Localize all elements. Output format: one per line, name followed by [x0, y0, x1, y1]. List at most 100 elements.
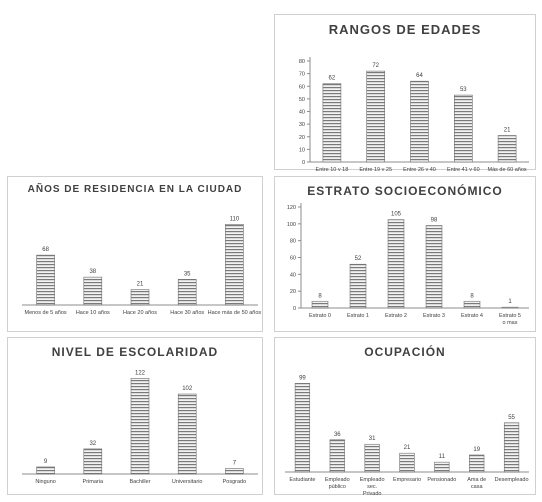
data-label-menos-de-5-anos: 68 [42, 247, 49, 253]
bar-ninguno [36, 466, 55, 475]
data-label-hace-10-anos: 38 [89, 269, 96, 275]
y-tick-label: 70 [299, 72, 305, 78]
category-label-posgrado: Posgrado [223, 479, 247, 485]
bar-entre-26-y-40-anos [410, 80, 429, 163]
data-label-ama-de-casa: 19 [473, 447, 480, 453]
category-label-ama-de-casa: Ama de casa [467, 477, 486, 490]
category-label-estrato-3: Estrato 3 [423, 313, 445, 319]
category-label-mas-de-60-anos: Más de 60 años [488, 167, 527, 171]
chart-title-anos-residencia: AÑOS DE RESIDENCIA EN LA CIUDAD [27, 184, 243, 195]
bar-estrato-2 [387, 219, 405, 309]
category-label-ninguno: Ninguno [35, 479, 56, 485]
category-label-empleado-sec-privado: Empleado sec. Privado [360, 477, 385, 496]
category-label-hace-mas-de-50-anos: Hace más de 50 años [208, 310, 262, 316]
bar-entre-19-y-25-anos [366, 70, 385, 163]
bar-empleado-publico [329, 439, 345, 473]
chart-ocupacion: 99 Estudiante 36 Empleado público 31 Empleado s… [285, 375, 529, 496]
category-label-estrato-0: Estrato 0 [309, 313, 331, 319]
data-label-entre-26-y-40-anos: 64 [416, 73, 423, 79]
data-label-empleado-sec-privado: 31 [369, 436, 376, 442]
bar-hace-mas-de-50-anos [225, 224, 244, 306]
bar-primaria [83, 448, 103, 475]
data-label-estrato-3: 98 [431, 218, 438, 224]
data-label-estrato-4: 8 [470, 293, 474, 299]
category-label-estrato-1: Estrato 1 [347, 313, 369, 319]
y-tick-label: 60 [299, 84, 305, 90]
category-label-pensionado: Pensionado [427, 477, 456, 483]
data-label-posgrado: 7 [233, 461, 237, 467]
bar-estrato-0 [311, 300, 329, 309]
y-tick-label: 0 [293, 306, 296, 312]
y-tick-label: 120 [287, 205, 296, 211]
data-label-pensionado: 11 [439, 454, 446, 460]
data-label-universitario: 102 [182, 386, 193, 392]
category-label-entre-26-y-40-anos: Entre 26 y 40años [403, 167, 436, 171]
data-label-hace-mas-de-50-anos: 110 [230, 216, 240, 222]
bar-estrato-4 [463, 300, 481, 309]
data-label-entre-19-y-25-anos: 72 [372, 63, 379, 69]
data-label-estrato-1: 52 [355, 256, 362, 262]
data-label-ninguno: 9 [44, 459, 48, 465]
y-tick-label: 20 [290, 289, 296, 295]
category-label-universitario: Universitario [172, 479, 203, 485]
category-label-empresario: Empresario [393, 477, 421, 483]
category-label-entre-19-y-25-anos: Entre 19 y 25años [359, 167, 392, 171]
data-label-estrato-0: 8 [318, 293, 322, 299]
chart-title-estrato: ESTRATO SOCIOECONÓMICO [307, 184, 503, 198]
data-label-estudiante: 99 [299, 375, 306, 381]
bar-mas-de-60-anos [497, 135, 517, 163]
bar-estudiante [294, 383, 311, 473]
bar-ama-de-casa [469, 454, 485, 473]
bar-entre-10-y-18-anos [322, 83, 342, 163]
data-label-primaria: 32 [89, 441, 96, 447]
data-label-estrato-2: 105 [391, 212, 402, 218]
category-label-hace-10-anos: Hace 10 años [76, 310, 110, 316]
category-label-hace-30-anos: Hace 30 años [170, 310, 204, 316]
bar-empresario [399, 452, 415, 473]
bar-estrato-1 [349, 263, 367, 309]
y-tick-label: 50 [299, 97, 305, 103]
y-tick-label: 100 [287, 222, 296, 228]
bar-entre-41-y-60-anos [454, 94, 473, 163]
chart-escolaridad: 9 Ninguno 32 Primaria 122 Bachiller 102 Univers… [22, 370, 258, 485]
data-label-desempleado: 55 [508, 415, 515, 421]
y-tick-label: 20 [299, 135, 305, 141]
data-label-mas-de-60-anos: 21 [504, 127, 511, 133]
y-tick-label: 10 [299, 147, 305, 153]
chart-title-escolaridad: NIVEL DE ESCOLARIDAD [51, 345, 219, 359]
chart-title-rangos-edades: RANGOS DE EDADES [328, 22, 482, 37]
chart-panel-escolaridad: NIVEL DE ESCOLARIDAD 9 Ninguno 32 Primaria 1… [7, 337, 263, 495]
chart-rangos-edades: 0 10 20 30 40 50 60 70 80 62 Entre 10 y 18años 72 En… [299, 57, 529, 171]
chart-anos-residencia: 68 Menos de 5 años 38 Hace 10 años 21 Hace 20… [22, 216, 262, 316]
category-label-bachiller: Bachiller [129, 479, 150, 485]
bar-desempleado [503, 422, 520, 473]
bar-pensionado [434, 461, 450, 473]
category-label-estudiante: Estudiante [289, 477, 315, 483]
bar-menos-de-5-anos [36, 254, 55, 306]
bar-estrato-3 [425, 225, 443, 309]
chart-panel-ocupacion: OCUPACIÓN 99 Estudiante 36 Empleado público 3… [274, 337, 536, 496]
category-label-empleado-publico: Empleado público [325, 477, 350, 490]
y-tick-label: 40 [299, 110, 305, 116]
bar-empleado-sec-privado [364, 443, 380, 473]
bar-hace-10-anos [83, 276, 103, 306]
y-tick-label: 30 [299, 122, 305, 128]
bar-estrato-5-o-mas [501, 306, 519, 309]
data-label-estrato-5-o-mas: 1 [508, 299, 512, 305]
y-tick-label: 40 [290, 272, 296, 278]
category-label-primaria: Primaria [83, 479, 104, 485]
y-tick-label: 60 [290, 256, 296, 262]
data-label-bachiller: 122 [135, 370, 146, 376]
chart-panel-estrato: ESTRATO SOCIOECONÓMICO 0 20 40 60 80 100 120 8 E… [274, 176, 536, 332]
chart-title-ocupacion: OCUPACIÓN [364, 345, 446, 359]
bar-hace-20-anos [130, 289, 150, 306]
category-label-estrato-2: Estrato 2 [385, 313, 407, 319]
bar-bachiller [130, 378, 150, 475]
chart-panel-rangos-edades: RANGOS DE EDADES 0 10 20 30 40 50 60 70 80 62 Entr… [274, 14, 536, 171]
chart-panel-anos-residencia: AÑOS DE RESIDENCIA EN LA CIUDAD 68 Menos … [7, 176, 263, 332]
data-label-empresario: 21 [404, 445, 411, 451]
y-tick-label: 80 [290, 239, 296, 245]
bar-universitario [177, 393, 197, 475]
